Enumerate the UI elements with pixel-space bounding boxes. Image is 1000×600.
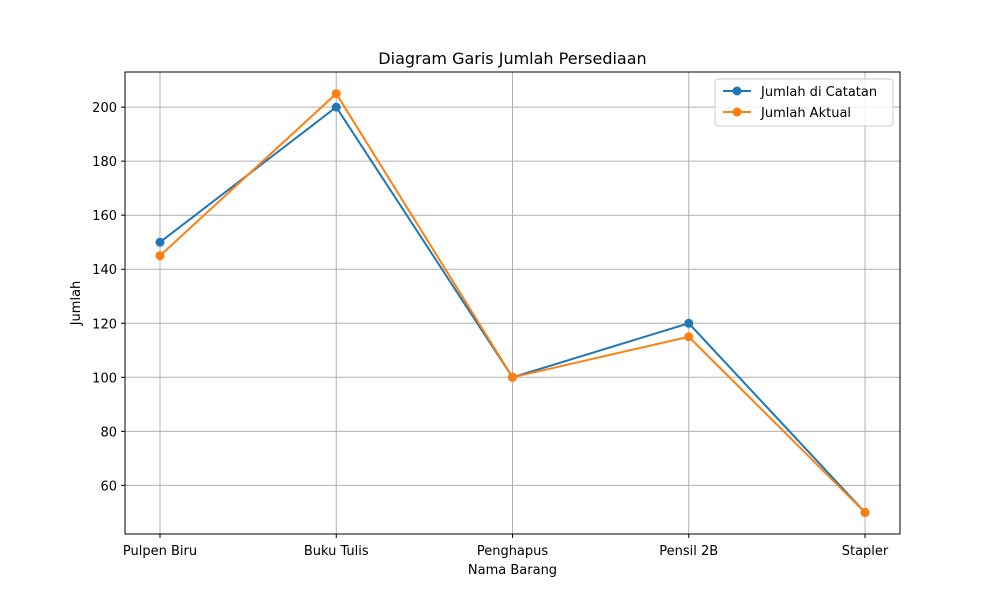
y-tick-label: 60: [100, 479, 117, 494]
y-tick-label: 100: [92, 371, 117, 386]
y-tick-label: 200: [92, 101, 117, 116]
data-point: [860, 507, 870, 517]
x-tick-label: Buku Tulis: [304, 544, 369, 559]
data-point: [331, 89, 341, 99]
y-tick-label: 140: [92, 263, 117, 278]
y-tick-label: 80: [100, 425, 117, 440]
data-point: [508, 372, 517, 382]
chart-title: Diagram Garis Jumlah Persediaan: [378, 49, 646, 68]
data-point: [155, 237, 165, 247]
y-tick-label: 180: [92, 155, 117, 170]
y-tick-label: 120: [92, 317, 117, 332]
data-point: [155, 251, 165, 261]
legend-label: Jumlah Aktual: [760, 106, 851, 121]
legend-marker: [732, 86, 742, 96]
ticks: Pulpen Biru Buku Tulis Penghapus Pensil 2B S…: [92, 101, 889, 559]
y-axis-title: Jumlah: [69, 281, 84, 327]
y-tick-label: 160: [92, 209, 117, 224]
grid: [125, 72, 900, 534]
x-tick-label: Pensil 2B: [659, 544, 718, 559]
data-point: [331, 102, 341, 112]
legend-label: Jumlah di Catatan: [760, 85, 877, 100]
legend-item: Jumlah Aktual: [723, 106, 851, 121]
series-layer: [155, 89, 870, 517]
legend-marker: [732, 107, 742, 117]
legend-box: [714, 78, 894, 127]
x-tick-label: Pulpen Biru: [123, 544, 197, 559]
legend-item: Jumlah di Catatan: [723, 85, 877, 100]
data-point: [684, 332, 694, 342]
x-tick-label: Stapler: [842, 544, 889, 559]
x-axis-title: Nama Barang: [468, 563, 557, 578]
series-2: [155, 89, 870, 517]
x-tick-label: Penghapus: [477, 544, 549, 559]
data-point: [684, 318, 694, 328]
legend: Jumlah di Catatan Jumlah Aktual: [714, 78, 894, 127]
